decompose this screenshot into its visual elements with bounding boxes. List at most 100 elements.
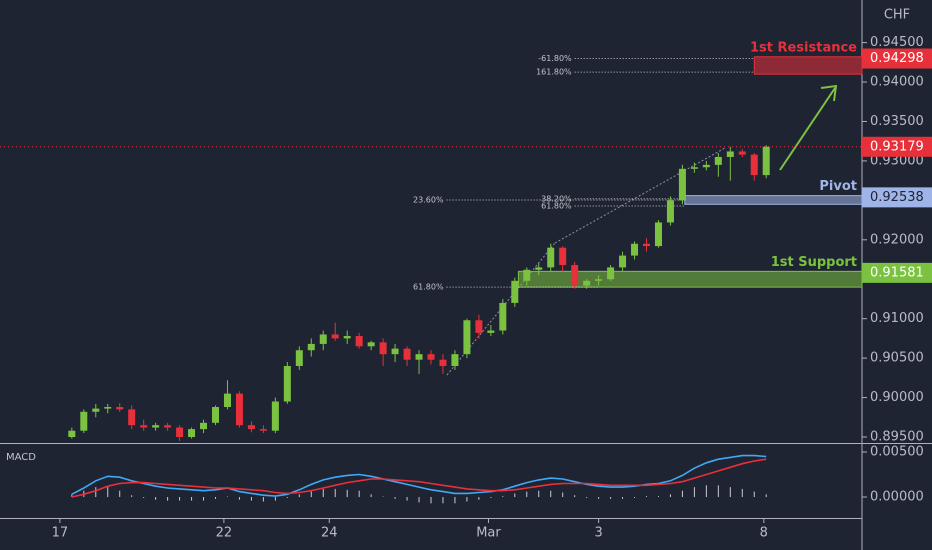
candle-body <box>247 425 255 430</box>
candle-body <box>726 151 734 157</box>
candle-body <box>714 156 722 165</box>
candle-body <box>223 393 231 408</box>
currency-label: CHF <box>884 8 910 23</box>
fib-label: 38.20% <box>541 194 572 203</box>
candle-body <box>643 243 650 247</box>
candle-body <box>283 366 291 402</box>
price-tag <box>862 48 932 69</box>
candle-body <box>403 348 411 360</box>
current-price-label: 0.93179 <box>870 139 924 154</box>
fib-label: 161.80% <box>536 68 572 77</box>
arrow-head <box>820 84 838 102</box>
candle-body <box>654 222 662 247</box>
candle-body <box>259 429 267 431</box>
y-tick-label: 0.93000 <box>870 153 924 168</box>
candle-body <box>559 247 567 266</box>
arrow-shaft <box>779 87 836 171</box>
fib-label: 61.80% <box>541 202 572 211</box>
candle-body <box>571 265 579 286</box>
candle-body <box>487 330 495 333</box>
candle-body <box>702 164 710 168</box>
y-tick-label: 0.91000 <box>870 311 924 326</box>
candle-body <box>631 243 639 256</box>
candle-body <box>666 200 674 223</box>
candle-body <box>164 425 172 428</box>
candle-body <box>188 429 196 438</box>
candle-body <box>511 280 519 303</box>
candle-body <box>128 409 136 426</box>
candle-body <box>200 422 208 430</box>
candle-body <box>92 408 100 412</box>
candle-body <box>607 267 615 280</box>
candle-body <box>439 359 447 367</box>
candle-body <box>235 393 243 426</box>
candle-body <box>331 334 339 339</box>
candle-body <box>391 348 399 355</box>
candle-body <box>355 336 363 347</box>
y-tick-label: 0.93500 <box>870 114 924 129</box>
current-price-tag <box>862 136 932 157</box>
x-tick-label: 3 <box>594 526 602 541</box>
candle-body <box>678 168 686 201</box>
y-tick-label: 0.00500 <box>870 445 924 460</box>
fib-label: 23.60% <box>413 195 444 204</box>
candle-body <box>595 279 603 281</box>
y-tick-label: 0.89500 <box>870 430 924 445</box>
candle-body <box>475 320 483 333</box>
price-tag-label: 0.92538 <box>870 190 924 205</box>
candle-body <box>80 411 88 431</box>
y-tick-label: 0.00000 <box>870 490 924 505</box>
y-tick-label: 0.94500 <box>870 35 924 50</box>
candle-body <box>343 336 351 339</box>
candle-body <box>451 354 459 367</box>
fib-label: -61.80% <box>538 54 572 63</box>
fib-label: 61.80% <box>413 283 444 292</box>
candle-body <box>140 425 148 428</box>
x-tick-label: 17 <box>52 526 69 541</box>
zone-label: 1st Resistance <box>750 40 857 55</box>
candle-body <box>271 401 279 431</box>
price-tag-label: 0.94298 <box>870 51 924 66</box>
y-tick-label: 0.94000 <box>870 75 924 90</box>
x-tick-label: 8 <box>760 526 768 541</box>
trend-line <box>554 147 726 244</box>
candle-body <box>379 342 387 355</box>
candle-body <box>319 334 327 344</box>
candle-body <box>738 151 746 155</box>
candle-body <box>68 430 76 438</box>
candle-body <box>427 354 435 360</box>
y-tick-label: 0.92000 <box>870 232 924 247</box>
candle-body <box>535 267 543 270</box>
candle-body <box>619 255 627 268</box>
candle-body <box>547 247 555 268</box>
zone <box>753 56 863 75</box>
candle-body <box>367 342 375 347</box>
candle-body <box>176 427 184 438</box>
candle-body <box>295 350 303 367</box>
zone <box>517 270 863 288</box>
macd-line <box>71 454 767 497</box>
zone-label: Pivot <box>819 179 857 194</box>
candle-body <box>690 167 698 169</box>
macd-line <box>71 458 767 498</box>
macd-title: MACD <box>6 452 36 463</box>
x-tick-label: 24 <box>321 526 338 541</box>
candle-body <box>152 425 160 428</box>
candle-body <box>499 302 507 331</box>
zone-label: 1st Support <box>771 255 857 270</box>
candle-body <box>523 269 531 281</box>
y-tick-label: 0.90000 <box>870 390 924 405</box>
candle-body <box>583 280 591 286</box>
candle-body <box>212 407 219 423</box>
x-tick-label: 22 <box>216 526 233 541</box>
candle-body <box>307 343 315 351</box>
zone <box>684 195 863 205</box>
candle-body <box>116 407 124 410</box>
price-tag-label: 0.91581 <box>870 265 924 280</box>
candle-body <box>415 354 423 360</box>
x-tick-label: Mar <box>476 526 501 541</box>
candle-body <box>750 154 758 176</box>
candle-body <box>463 320 471 355</box>
price-tag <box>862 187 932 208</box>
